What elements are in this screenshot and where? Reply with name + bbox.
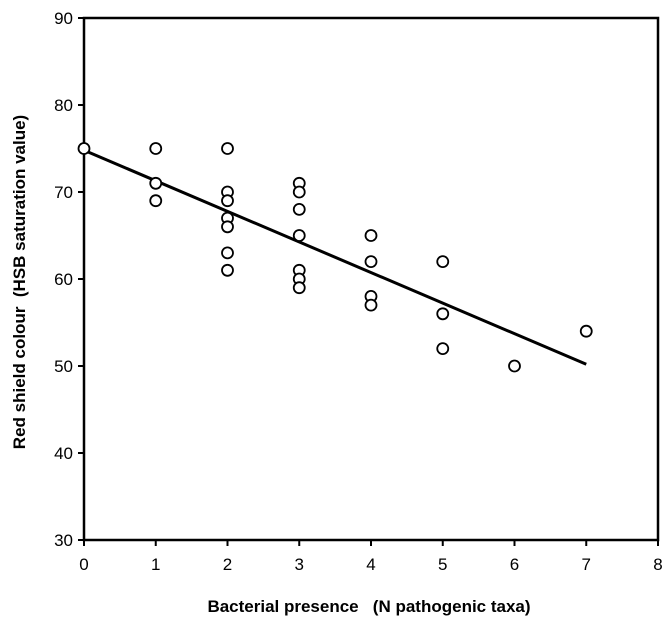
y-tick-label: 50	[54, 357, 73, 376]
data-point	[221, 220, 234, 234]
data-point	[221, 194, 234, 208]
data-point	[436, 255, 450, 269]
data-point	[579, 324, 593, 338]
plot-area	[82, 16, 660, 542]
x-axis: 0 1 2 3 4 5 6 7 8	[79, 540, 662, 574]
data-point	[436, 342, 450, 356]
data-point	[364, 298, 378, 312]
x-tick-label: 7	[582, 555, 591, 574]
data-point	[149, 194, 163, 208]
data-point	[364, 255, 378, 269]
x-tick-label: 4	[366, 555, 375, 574]
x-tick-label: 0	[79, 555, 88, 574]
plot-border	[82, 16, 660, 542]
x-tick-label: 2	[223, 555, 232, 574]
data-point	[221, 246, 234, 260]
data-point	[508, 359, 521, 373]
y-tick-label: 60	[54, 270, 73, 289]
data-point	[292, 185, 306, 199]
y-tick-label: 70	[54, 183, 73, 202]
data-point	[292, 229, 306, 242]
x-tick-label: 1	[151, 555, 160, 574]
regression-line	[83, 148, 587, 366]
data-point	[292, 202, 306, 216]
data-point	[364, 229, 378, 242]
data-point	[77, 142, 91, 155]
data-points	[77, 142, 593, 373]
y-tick-label: 40	[54, 444, 73, 463]
data-point	[292, 281, 306, 295]
data-point	[149, 176, 163, 190]
x-tick-label: 8	[653, 555, 662, 574]
x-axis-title: Bacterial presence (N pathogenic taxa)	[207, 597, 530, 616]
x-tick-label: 5	[438, 555, 447, 574]
data-point	[221, 263, 234, 277]
data-point	[149, 142, 163, 155]
trendline-group	[83, 148, 587, 366]
y-tick-label: 80	[54, 96, 73, 115]
y-tick-label: 30	[54, 531, 73, 550]
y-axis-title: Red shield colour (HSB saturation value)	[10, 115, 29, 449]
y-axis: 30 40 50 60 70 80 90	[54, 9, 84, 550]
x-tick-label: 3	[295, 555, 304, 574]
data-point	[436, 307, 450, 321]
x-tick-label: 6	[510, 555, 519, 574]
data-point	[221, 142, 234, 155]
y-tick-label: 90	[54, 9, 73, 28]
